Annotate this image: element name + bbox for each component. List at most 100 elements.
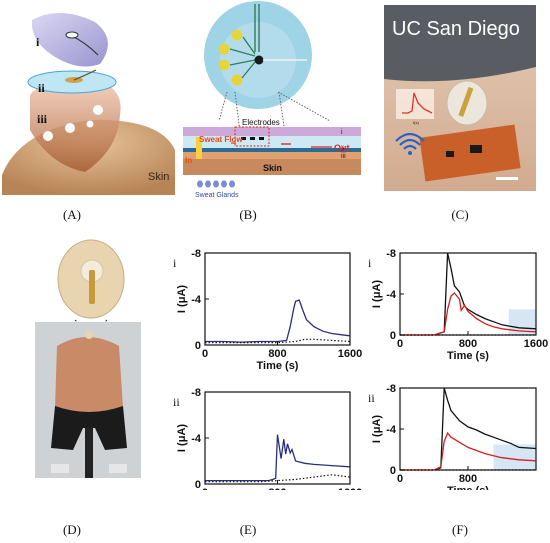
layer-iii-hole <box>43 131 53 141</box>
patch-on-back <box>85 331 93 339</box>
y-tick-label: -8 <box>191 387 201 399</box>
y-tick-label: 0 <box>195 479 201 490</box>
y-tick-label: -8 <box>386 248 396 260</box>
subpanel-label: i <box>173 256 177 270</box>
layer-iii-hole <box>86 120 94 128</box>
y-tick-label: 0 <box>390 330 396 342</box>
y-tick-label: -4 <box>191 433 202 445</box>
x-tick-label: 0 <box>397 473 403 485</box>
skin-label: Skin <box>148 171 169 183</box>
caption-e: (E) <box>239 522 257 537</box>
electrode-pad <box>218 59 230 71</box>
out-label: Out <box>334 143 350 153</box>
chip <box>470 145 482 153</box>
y-tick-label: -4 <box>191 294 202 306</box>
guide-line <box>278 91 286 134</box>
x-axis-label: Time (s) <box>257 360 299 372</box>
series-line-1 <box>205 338 351 344</box>
sensing-well <box>254 55 264 65</box>
layer-label-iii: iii <box>341 153 346 160</box>
y-tick-label: -8 <box>191 248 201 260</box>
caption-d: (D) <box>62 522 82 537</box>
patch-lead <box>89 270 95 304</box>
inset-plot <box>396 89 434 119</box>
lead-traces <box>254 4 260 52</box>
layer-iii-hole <box>93 105 103 115</box>
chart-F-i: -8 -4 00 800 1600 Time (s) I (μA) i <box>368 248 548 362</box>
electrode-bar <box>259 137 264 140</box>
electrode-pad <box>231 74 243 86</box>
bike-wheel <box>85 428 93 478</box>
electrode-pad <box>231 29 243 41</box>
x-tick-label: 1600 <box>524 338 548 350</box>
series-line-0 <box>400 387 537 471</box>
y-tick-label: -8 <box>386 383 396 395</box>
layer-iii-band <box>183 152 361 159</box>
subpanel-label: ii <box>368 391 375 405</box>
rider-shoe <box>51 464 69 473</box>
subpanel-label: ii <box>173 395 180 409</box>
guide-line <box>277 91 331 122</box>
x-tick-label: 0 <box>202 487 208 490</box>
electrodes-box <box>234 126 270 147</box>
x-tick-label: 1600 <box>338 348 362 360</box>
x-tick-label: 1600 <box>338 487 362 490</box>
scale-bar <box>496 177 518 180</box>
layer-iii <box>30 80 121 172</box>
plot-frame <box>204 252 351 346</box>
wifi-icon <box>395 132 425 150</box>
series-line-1 <box>400 292 537 336</box>
y-axis-label: I (μA) <box>176 285 188 313</box>
sensor-trace <box>73 69 97 81</box>
y-axis-label: I (μA) <box>176 424 188 452</box>
layer-label-ii: ii <box>341 146 345 153</box>
layer-i <box>31 12 108 67</box>
shorts <box>384 5 536 82</box>
channel-band <box>183 136 361 148</box>
y-axis-label: I (μA) <box>371 415 383 443</box>
electrode-bar <box>241 137 246 140</box>
x-tick-label: 0 <box>397 338 403 350</box>
inset-trace <box>402 92 433 114</box>
y-tick-label: 0 <box>390 465 396 477</box>
ucsd-logo: UC San Diego <box>392 18 520 40</box>
panel-a-illustration: Skin iii ii i <box>2 12 175 195</box>
layer-iii-hole <box>65 123 75 133</box>
x-tick-label: 800 <box>459 473 477 485</box>
series-line-0 <box>205 434 351 482</box>
panel-d-photo <box>35 239 141 478</box>
rider-shoe <box>109 464 127 473</box>
electrode-pad <box>218 43 230 55</box>
electrode-traces <box>229 36 256 79</box>
rider-back <box>55 337 123 413</box>
sweat-glands-label: Sweat Glands <box>195 192 239 199</box>
chart-F-ii: -8 -4 00 800Time (s) I (μA) ii <box>368 383 537 490</box>
layer-ii-label: ii <box>38 81 45 95</box>
caption-c: (C) <box>451 207 469 222</box>
layer-i-window <box>65 31 79 39</box>
caption-f: (F) <box>452 522 468 537</box>
y-axis-label: I (μA) <box>371 280 383 308</box>
x-tick-label: 800 <box>268 487 286 490</box>
skin-band <box>183 159 361 175</box>
inset-xlabel: t(s) <box>413 120 419 125</box>
caption-a: (A) <box>62 207 82 222</box>
layer-iii-label: iii <box>37 112 48 126</box>
series-line-1 <box>400 431 537 471</box>
x-tick-label: 0 <box>202 348 208 360</box>
inlet-channel <box>196 137 202 159</box>
panel-c-photo: UC San Diego t(s) <box>384 5 536 191</box>
x-axis-label: Time (s) <box>447 350 489 362</box>
x-axis-label: Time (s) <box>447 485 489 490</box>
layer-ii-band <box>183 148 361 152</box>
layer-i-label: i <box>36 35 40 49</box>
chart-E-i: -8 -4 00 800 1600 Time (s) I (μA) i <box>173 248 362 372</box>
layer-i-band <box>183 127 361 136</box>
electrodes-label: Electrodes <box>242 118 280 127</box>
wifi-dot <box>408 151 412 155</box>
electrode-bar <box>250 137 255 140</box>
x-tick-label: 800 <box>268 348 286 360</box>
